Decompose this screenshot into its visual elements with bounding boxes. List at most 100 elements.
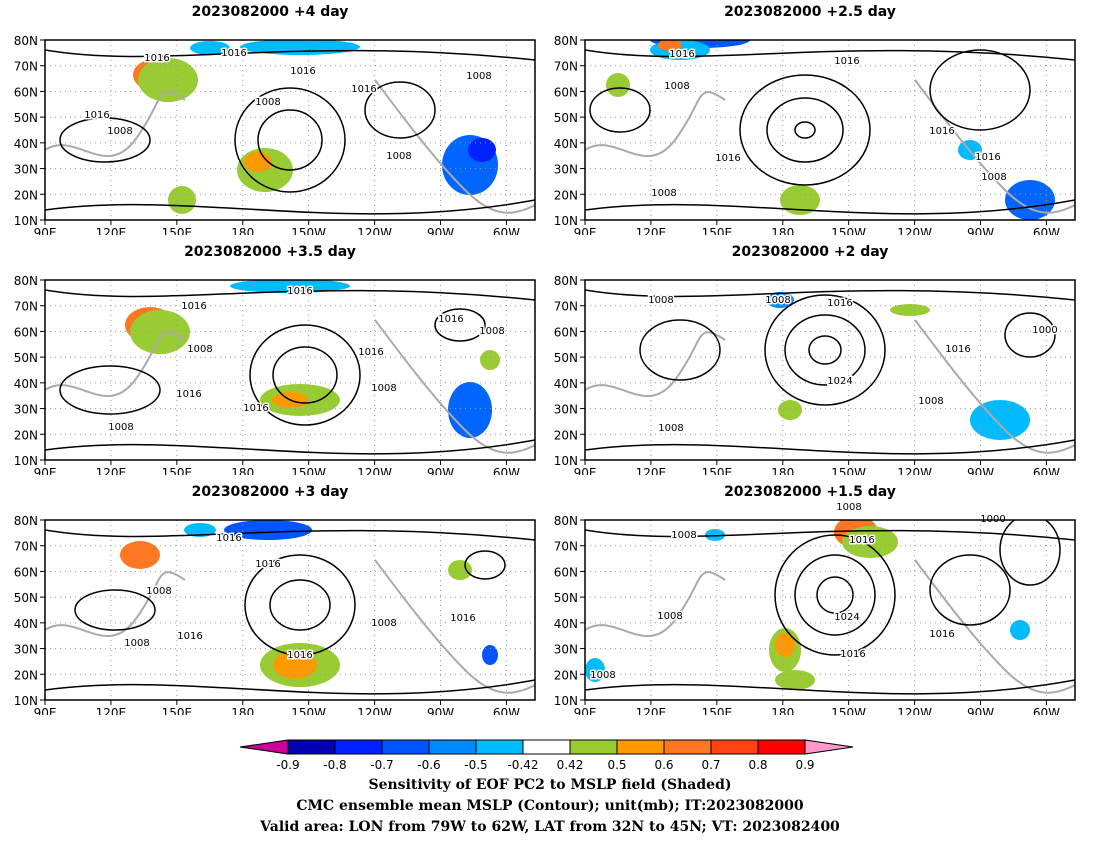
colorbar-swatch <box>381 739 430 755</box>
sensitivity-shading <box>184 523 216 537</box>
map-frame <box>584 39 1076 221</box>
colorbar-label: -0.6 <box>417 758 440 772</box>
contour-label: 1008 <box>657 611 682 622</box>
lat-label: 60N <box>554 325 578 339</box>
contour-label: 1008 <box>108 422 133 433</box>
lon-label: 120W <box>357 706 392 715</box>
lon-label: 150W <box>831 706 866 715</box>
colorbar-extend-left <box>239 739 289 755</box>
lon-label: 120W <box>357 466 392 475</box>
lat-label: 60N <box>14 85 38 99</box>
panel-title: 2023082000 +2.5 day <box>724 4 896 20</box>
sensitivity-shading <box>448 560 472 580</box>
lat-label: 10N <box>14 454 38 468</box>
sensitivity-shading <box>766 292 794 308</box>
sensitivity-shading <box>130 310 190 354</box>
contour-label: 1008 <box>124 638 149 649</box>
lon-label: 90W <box>427 226 454 235</box>
coastline <box>45 91 186 158</box>
mslp-contour <box>45 439 535 455</box>
lat-label: 20N <box>554 668 578 682</box>
lon-label: 120W <box>897 226 932 235</box>
contour-label: 1024 <box>834 612 859 623</box>
sensitivity-shading <box>468 138 496 162</box>
contour-label: 1016 <box>216 533 241 544</box>
lon-label: 150W <box>831 226 866 235</box>
map-frame <box>584 279 1076 461</box>
mslp-contour <box>45 49 535 61</box>
contour-label: 1008 <box>836 502 861 513</box>
contour-label: 1008 <box>466 71 491 82</box>
contour-label: 1016 <box>929 629 954 640</box>
lon-label: 150E <box>702 706 733 715</box>
lat-label: 10N <box>554 694 578 708</box>
map-frame <box>44 39 536 221</box>
panel-plus-4-day: 2023082000 +4 day 1016 1016 1016 1016 1008 10… <box>0 0 540 235</box>
lon-label: 90W <box>427 466 454 475</box>
sensitivity-shading <box>1005 180 1055 220</box>
lon-label: 60W <box>1033 466 1060 475</box>
colorbar-label: 0.9 <box>795 758 814 772</box>
lon-label: 120E <box>96 226 127 235</box>
map-plot: 1016 1016 1008 1016 1008 1008 1016 1016 80N 70N 60… <box>14 514 536 715</box>
coastline <box>585 571 726 638</box>
lon-label: 120E <box>636 226 667 235</box>
lat-label: 30N <box>14 643 38 657</box>
mslp-contour <box>774 534 896 656</box>
contour-label: 1016 <box>176 389 201 400</box>
lon-label: 180 <box>771 706 794 715</box>
sensitivity-shading <box>138 58 198 102</box>
contour-label: 1000 <box>1032 325 1057 336</box>
contour-label: 1008 <box>664 81 689 92</box>
lat-label: 30N <box>554 163 578 177</box>
colorbar-label: 0.8 <box>748 758 767 772</box>
mslp-contour <box>589 87 651 133</box>
sensitivity-shading <box>120 541 160 569</box>
lat-label: 40N <box>14 137 38 151</box>
colorbar-label: -0.8 <box>323 758 346 772</box>
colorbar-label: -0.42 <box>507 758 538 772</box>
lat-label: 80N <box>14 34 38 48</box>
mslp-contour <box>59 117 151 163</box>
lon-label: 150E <box>702 466 733 475</box>
lon-label: 150W <box>291 226 326 235</box>
caption-title: Sensitivity of EOF PC2 to MSLP field (Sh… <box>368 777 732 793</box>
colorbar-label: 0.7 <box>701 758 720 772</box>
colorbar-swatch <box>334 739 383 755</box>
map-plot: 1016 1016 1016 1016 1008 1016 1008 1008 1008 80N 7… <box>14 34 536 235</box>
lon-label: 180 <box>771 466 794 475</box>
lat-label: 80N <box>554 274 578 288</box>
mslp-contour <box>639 319 721 381</box>
contour-label: 1016 <box>840 649 865 660</box>
contour-label: 1016 <box>945 344 970 355</box>
mslp-contour <box>585 199 1075 215</box>
lon-label: 150W <box>291 706 326 715</box>
lat-label: 40N <box>554 137 578 151</box>
lon-label: 60W <box>1033 706 1060 715</box>
mslp-contour <box>585 439 1075 455</box>
panel-title: 2023082000 +3 day <box>191 484 349 500</box>
sensitivity-shading <box>273 651 317 679</box>
contour-label: 1008 <box>255 97 280 108</box>
contour-label: 1008 <box>187 344 212 355</box>
lat-label: 50N <box>554 591 578 605</box>
contour-label: 1016 <box>290 66 315 77</box>
contour-label: 1016 <box>358 347 383 358</box>
panel-title: 2023082000 +4 day <box>191 4 349 20</box>
mslp-contour <box>1004 312 1056 358</box>
contour-label: 1008 <box>671 530 696 541</box>
contour-label: 1016 <box>669 49 694 60</box>
lat-label: 50N <box>554 351 578 365</box>
sensitivity-shading <box>890 304 930 316</box>
panel-title: 2023082000 +3.5 day <box>184 244 356 260</box>
lat-label: 30N <box>14 403 38 417</box>
mslp-contour <box>929 49 1031 131</box>
coastline <box>374 319 535 454</box>
lat-label: 20N <box>14 428 38 442</box>
sensitivity-shading <box>168 186 196 214</box>
lon-label: 150E <box>162 466 193 475</box>
lat-label: 70N <box>14 540 38 554</box>
lat-label: 20N <box>14 668 38 682</box>
mslp-contour <box>739 74 871 186</box>
